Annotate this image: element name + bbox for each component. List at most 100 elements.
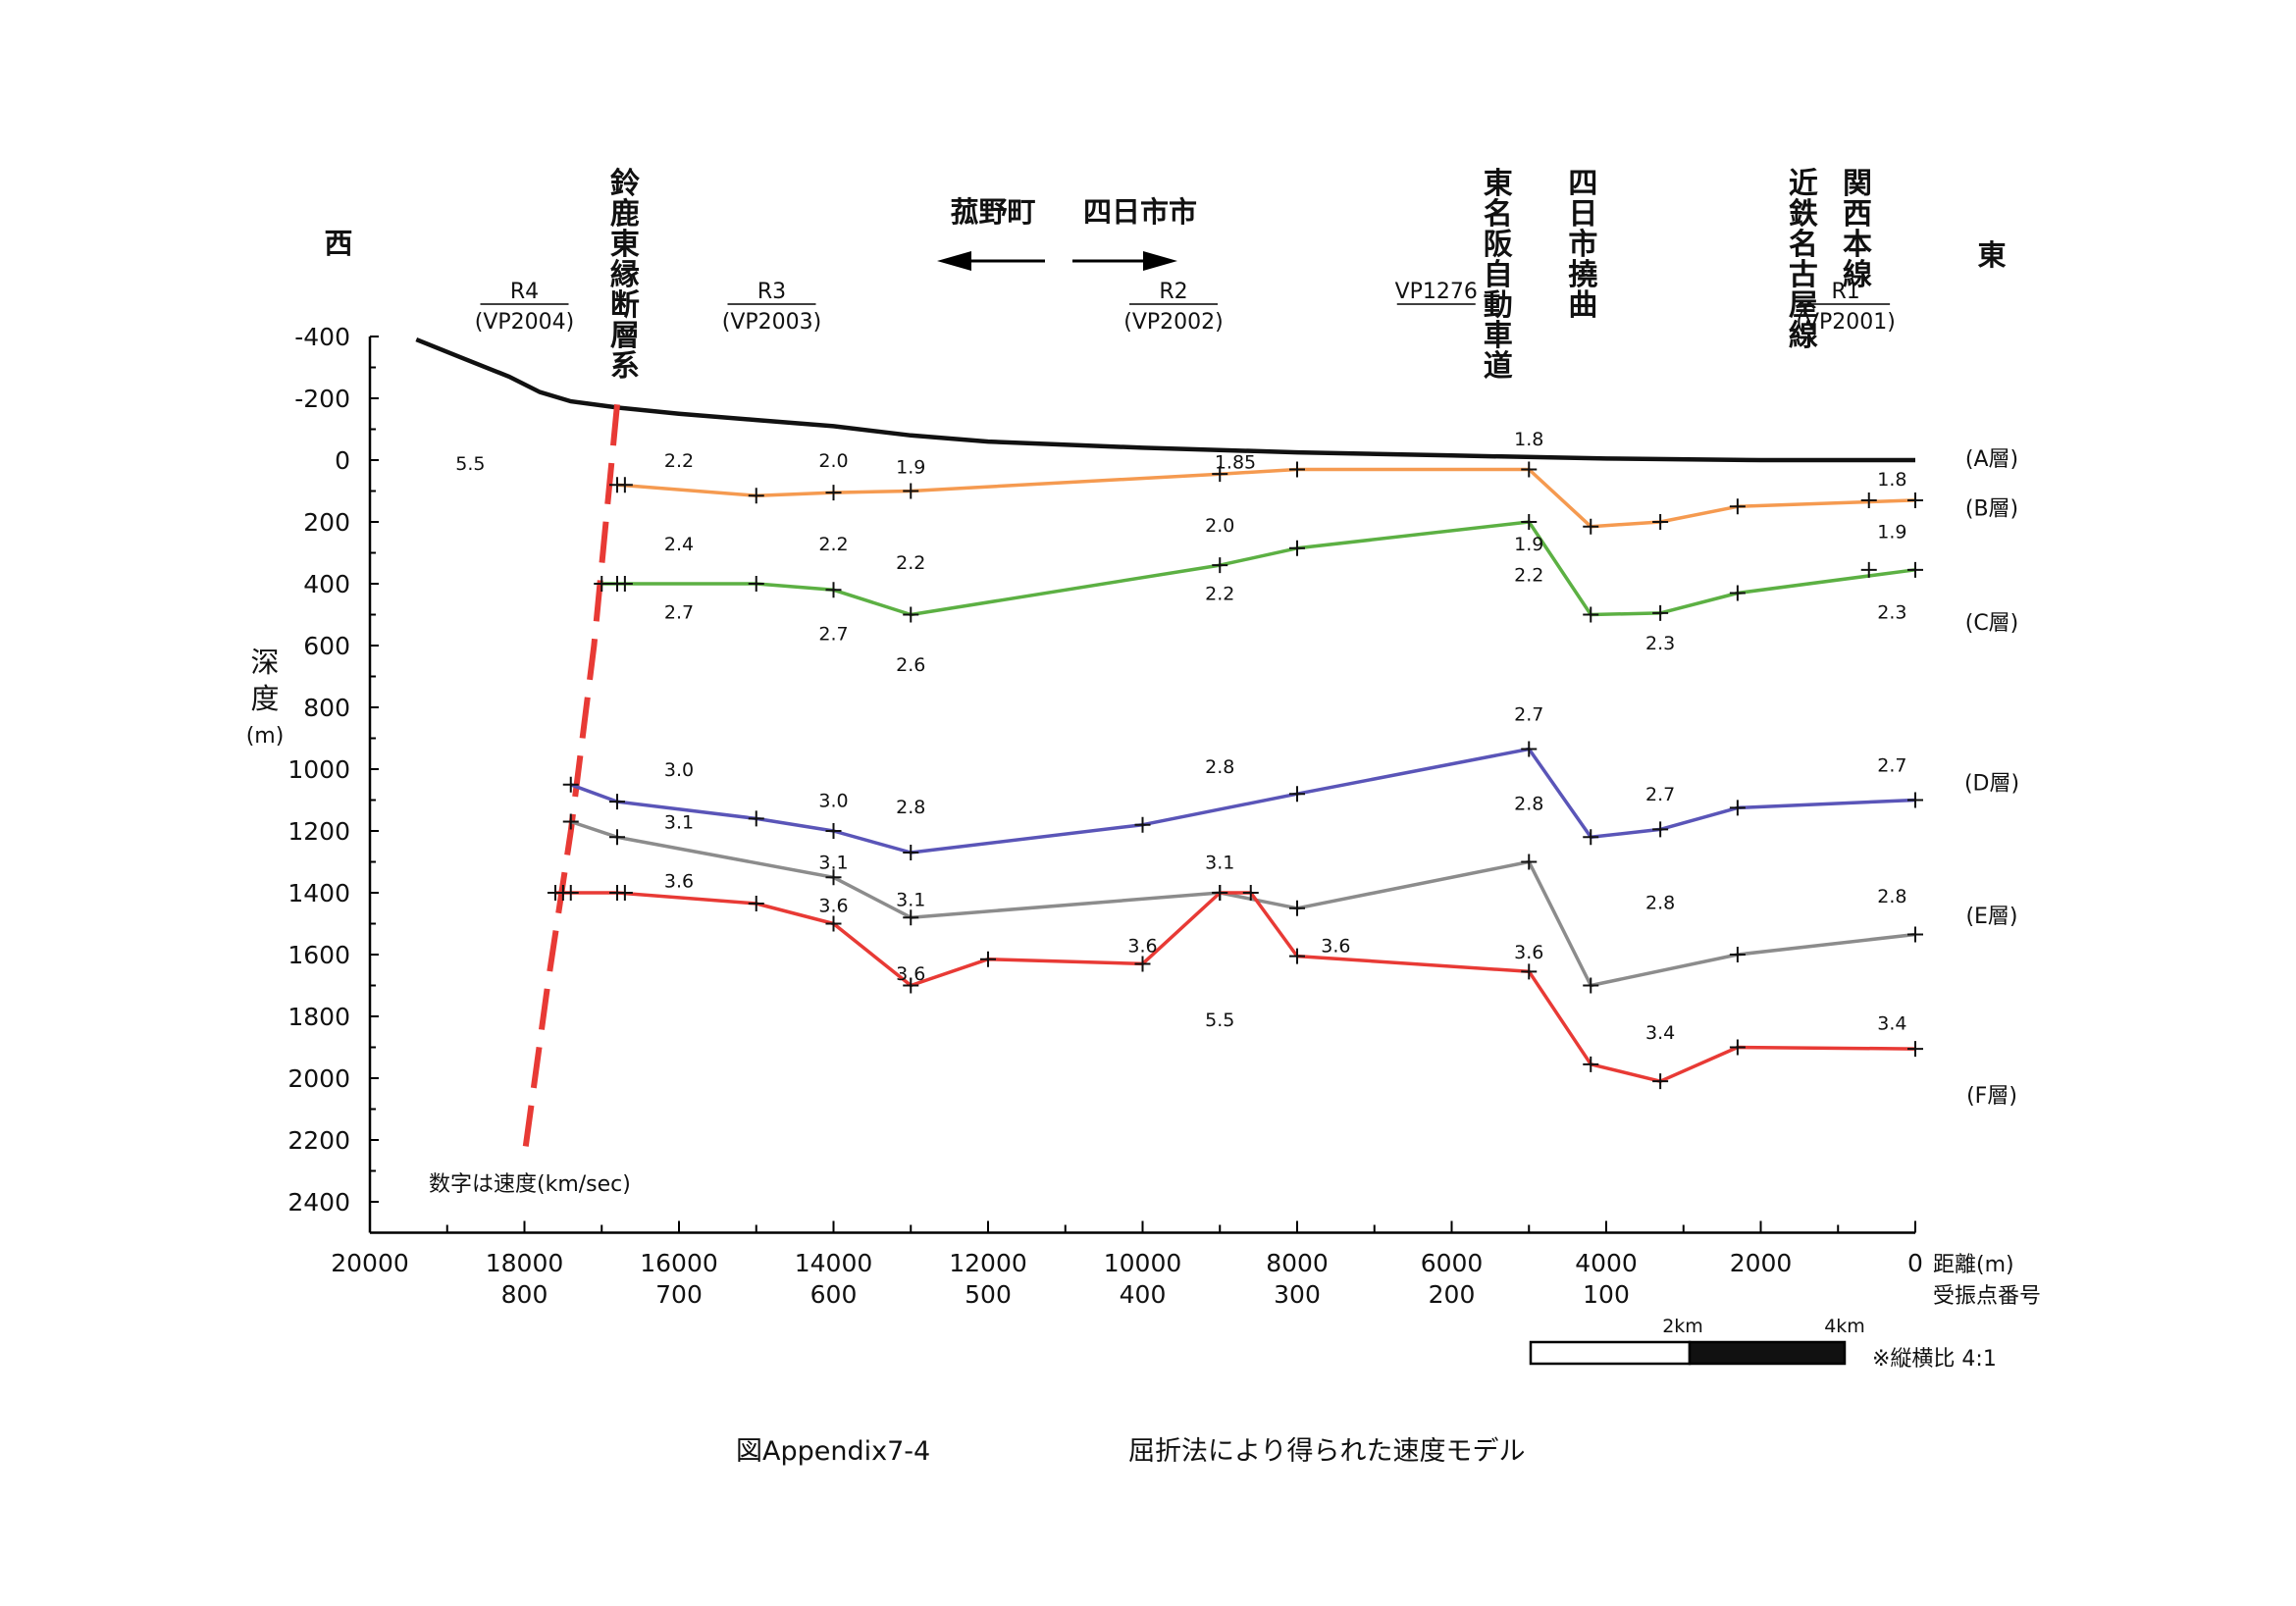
data-point-marker <box>1729 498 1746 515</box>
figure-number: 図Appendix7-4 <box>736 1436 930 1467</box>
x-tick-label: 6000 <box>1421 1249 1484 1277</box>
velocity-label: 2.8 <box>1645 892 1675 913</box>
data-point-marker <box>1907 561 1923 578</box>
data-point-marker <box>594 576 610 592</box>
vertical-label-char: 曲 <box>1568 288 1597 323</box>
vertical-label-char: 本 <box>1843 228 1872 262</box>
x-tick-label: 12000 <box>949 1249 1027 1277</box>
data-point-marker <box>903 977 919 994</box>
data-point-marker <box>748 488 764 504</box>
velocity-labels: 5.5 2.2 2.0 1.9 1.85 1.8 1.8 2.4 2.2 2.2 2.0 1.9 1.9… <box>455 429 1906 1044</box>
data-point-marker <box>748 896 764 912</box>
data-point-marker <box>1212 557 1228 574</box>
receiver-number-label: 300 <box>1274 1280 1321 1309</box>
series-E <box>562 813 1923 994</box>
scale-label-2km: 2km <box>1662 1316 1703 1337</box>
velocity-label: 3.4 <box>1877 1012 1906 1034</box>
data-point-marker <box>616 477 633 493</box>
series-layer <box>415 337 1923 1157</box>
data-point-marker <box>748 810 764 827</box>
vertical-label-char: 道 <box>1484 349 1513 384</box>
data-point-marker <box>1289 948 1305 964</box>
data-point-marker <box>825 869 842 886</box>
velocity-label: 3.6 <box>1127 936 1157 958</box>
annotation-labels: 西東R4(VP2004)R3(VP2003)R2(VP2002)VP1276 R1… <box>324 167 2019 1467</box>
town-label-left: 菰野町 <box>950 195 1035 229</box>
velocity-label: 2.7 <box>1645 784 1675 805</box>
y-tick-label: -200 <box>294 385 350 413</box>
x-tick-label: 10000 <box>1104 1249 1182 1277</box>
velocity-label: 3.1 <box>896 889 925 910</box>
data-point-marker <box>1652 514 1669 530</box>
velocity-label: 2.7 <box>818 623 848 645</box>
data-point-marker <box>825 485 842 501</box>
receiver-number-label: 100 <box>1583 1280 1630 1309</box>
y-tick-label: 800 <box>303 694 350 722</box>
data-point-marker <box>554 885 571 901</box>
velocity-label: 2.2 <box>818 534 848 555</box>
receiver-number-label: 500 <box>965 1280 1012 1309</box>
vertical-label-char: 市 <box>1568 228 1597 262</box>
y-axis-title-3: (m) <box>246 724 285 749</box>
series-line-E <box>570 819 1916 988</box>
data-point-marker <box>1729 1039 1746 1056</box>
data-point-marker <box>1907 1041 1923 1058</box>
velocity-label: 2.3 <box>1645 633 1675 654</box>
vertical-label-char: 東 <box>610 228 640 262</box>
velocity-label: 2.7 <box>1877 754 1906 776</box>
layer-label: (B層) <box>1965 496 2018 521</box>
velocity-label: 1.8 <box>1877 469 1906 491</box>
vertical-label-char: 名 <box>1484 197 1513 232</box>
x-tick-label: 18000 <box>486 1249 564 1277</box>
velocity-label: 2.8 <box>1877 886 1906 907</box>
data-point-marker <box>980 951 996 967</box>
data-point-marker <box>562 813 579 830</box>
data-point-marker <box>1907 926 1923 943</box>
velocity-label: 2.8 <box>1514 794 1543 815</box>
survey-vp-label: (VP2001) <box>1796 310 1895 335</box>
data-point-marker <box>1134 956 1151 972</box>
receiver-axis-title: 受振点番号 <box>1933 1284 2041 1309</box>
data-point-marker <box>1729 947 1746 962</box>
velocity-label: 2.7 <box>664 601 694 623</box>
y-tick-label: 2200 <box>287 1126 350 1155</box>
survey-line-label: R1 <box>1831 280 1859 304</box>
survey-vp-label: (VP2003) <box>722 310 821 335</box>
y-tick-label: -400 <box>294 323 350 351</box>
y-tick-label: 1600 <box>287 941 350 969</box>
data-point-marker <box>1521 461 1538 478</box>
x-tick-label: 16000 <box>640 1249 718 1277</box>
velocity-label: 2.2 <box>664 450 694 472</box>
vertical-label-char: 線 <box>1789 319 1818 353</box>
vertical-label-char: 層 <box>610 319 640 353</box>
data-point-marker <box>1212 466 1228 483</box>
vertical-label-char: 断 <box>610 288 640 323</box>
velocity-label: 2.7 <box>1514 703 1543 725</box>
data-point-marker <box>1289 461 1305 478</box>
y-tick-label: 1200 <box>287 817 350 846</box>
data-point-marker <box>903 606 919 623</box>
data-point-marker <box>1583 518 1599 535</box>
series-B <box>609 461 1923 535</box>
y-tick-label: 1400 <box>287 879 350 907</box>
velocity-label: 2.2 <box>896 552 925 574</box>
vertical-label-char: 系 <box>610 349 640 384</box>
arrow-east-head <box>1143 251 1177 271</box>
series-line-D <box>570 747 1916 855</box>
vertical-label-char: 鹿 <box>610 197 640 232</box>
data-point-marker <box>1907 792 1923 808</box>
series-line-C <box>601 520 1916 617</box>
velocity-label: 3.1 <box>1205 853 1234 874</box>
velocity-label: 3.6 <box>896 963 925 985</box>
velocity-label: 1.9 <box>1514 534 1543 555</box>
vertical-label-char: 屋 <box>1789 288 1818 323</box>
vertical-label-char: 阪 <box>1484 228 1513 262</box>
data-point-marker <box>1860 492 1877 508</box>
layer-label: (C層) <box>1965 611 2019 636</box>
aspect-ratio-note: ※縦横比 4:1 <box>1872 1347 1997 1372</box>
units-note: 数字は速度(km/sec) <box>429 1172 631 1197</box>
data-point-marker <box>1652 1073 1669 1090</box>
receiver-number-label: 700 <box>655 1280 703 1309</box>
data-point-marker <box>1289 786 1305 803</box>
